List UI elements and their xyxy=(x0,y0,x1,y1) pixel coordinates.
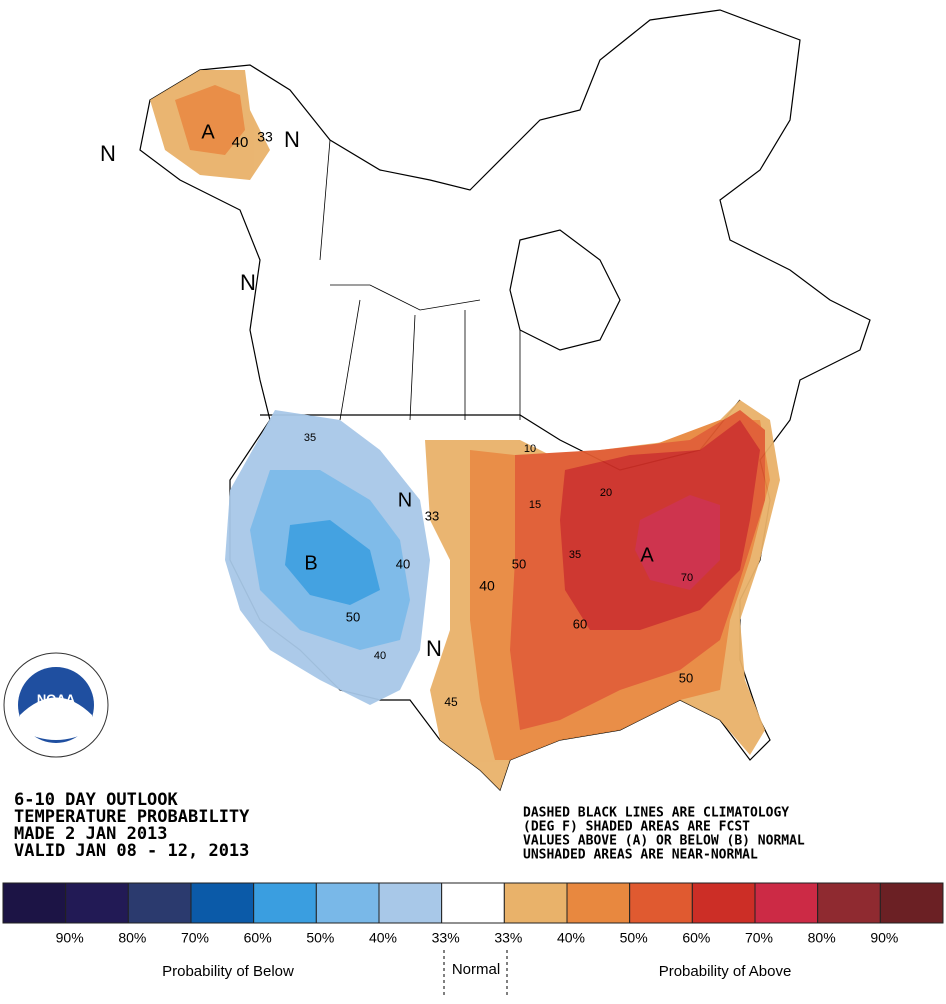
below-50 xyxy=(285,520,380,605)
map-label: 33 xyxy=(257,129,273,145)
legend-swatch xyxy=(378,882,443,924)
header-line: VALID JAN 08 - 12, 2013 xyxy=(14,841,249,861)
legend-label: 33% xyxy=(432,930,460,946)
map-label: 50 xyxy=(512,556,526,571)
map-label: N xyxy=(398,489,412,511)
legend-swatch xyxy=(2,882,67,924)
map-labels: N A 40 33 N N 35 N 33 B 40 50 40 N 45 40 50 10 15 35 20 A 70 60… xyxy=(100,121,693,709)
map-label: 50 xyxy=(346,609,360,624)
map-label: N xyxy=(284,127,300,152)
note-line: VALUES ABOVE (A) OR BELOW (B) NORMAL xyxy=(523,834,805,849)
map-label: 10 xyxy=(524,443,536,455)
legend-swatch xyxy=(127,882,192,924)
map-label: 35 xyxy=(569,549,581,561)
map-label: 35 xyxy=(304,432,316,444)
note-line: DASHED BLACK LINES ARE CLIMATOLOGY xyxy=(523,806,789,821)
map-label: 15 xyxy=(529,499,541,511)
above-70 xyxy=(635,495,720,590)
legend-swatch xyxy=(503,882,568,924)
map-label: 70 xyxy=(681,572,693,584)
header-line: MADE 2 JAN 2013 xyxy=(14,824,168,844)
legend: Probability of Below Normal Probability … xyxy=(2,882,944,998)
normal-caption: Normal xyxy=(452,961,500,978)
legend-label: 60% xyxy=(682,930,710,946)
map-label: A xyxy=(201,121,215,143)
noaa-logo: NOAA xyxy=(3,652,109,758)
legend-label: 70% xyxy=(181,930,209,946)
legend-label: 90% xyxy=(56,930,84,946)
hudson-bay xyxy=(509,229,621,351)
map-label: 20 xyxy=(600,487,612,499)
legend-label: 70% xyxy=(745,930,773,946)
note-line: UNSHADED AREAS ARE NEAR-NORMAL xyxy=(523,848,758,863)
header-line: TEMPERATURE PROBABILITY xyxy=(14,807,250,827)
below-caption: Probability of Below xyxy=(162,963,294,980)
forecast-shading xyxy=(150,70,780,790)
legend-swatch xyxy=(253,882,317,924)
legend-swatch xyxy=(441,882,505,924)
above-caption: Probability of Above xyxy=(659,963,792,980)
map-label: N xyxy=(426,636,442,661)
province-lines xyxy=(319,139,521,421)
legend-label: 40% xyxy=(369,930,397,946)
legend-label: 80% xyxy=(808,930,836,946)
map-label: 40 xyxy=(374,650,386,662)
note: DASHED BLACK LINES ARE CLIMATOLOGY(DEG F… xyxy=(523,806,805,863)
map-label: B xyxy=(304,552,317,574)
header-line: 6-10 DAY OUTLOOK xyxy=(14,790,179,810)
legend-label: 33% xyxy=(494,930,522,946)
legend-label: 60% xyxy=(244,930,272,946)
legend-swatch xyxy=(190,882,255,924)
legend-swatch xyxy=(754,882,819,924)
map-label: 45 xyxy=(444,695,458,709)
map-label: 60 xyxy=(573,616,587,631)
map-label: A xyxy=(640,544,654,566)
legend-swatch xyxy=(566,882,631,924)
legend-label: 50% xyxy=(306,930,334,946)
map-label: N xyxy=(240,270,256,295)
legend-label: 50% xyxy=(620,930,648,946)
map-label: 50 xyxy=(679,670,693,685)
map-label: 40 xyxy=(232,134,249,151)
legend-swatch xyxy=(629,882,693,924)
legend-swatch xyxy=(691,882,756,924)
legend-label: 90% xyxy=(870,930,898,946)
note-line: (DEG F) SHADED AREAS ARE FCST xyxy=(523,820,750,835)
map-label: N xyxy=(100,141,116,166)
legend-swatch xyxy=(879,882,944,924)
map-label: 33 xyxy=(425,508,439,523)
map-label: 40 xyxy=(396,556,410,571)
map-label: 40 xyxy=(479,578,495,594)
legend-label: 40% xyxy=(557,930,585,946)
alaska-40 xyxy=(175,85,245,155)
legend-label: 80% xyxy=(118,930,146,946)
legend-swatch xyxy=(65,882,129,924)
logo-bird xyxy=(20,697,92,740)
logo-text: NOAA xyxy=(37,691,76,706)
legend-swatch xyxy=(817,882,881,924)
legend-swatch xyxy=(315,882,380,924)
